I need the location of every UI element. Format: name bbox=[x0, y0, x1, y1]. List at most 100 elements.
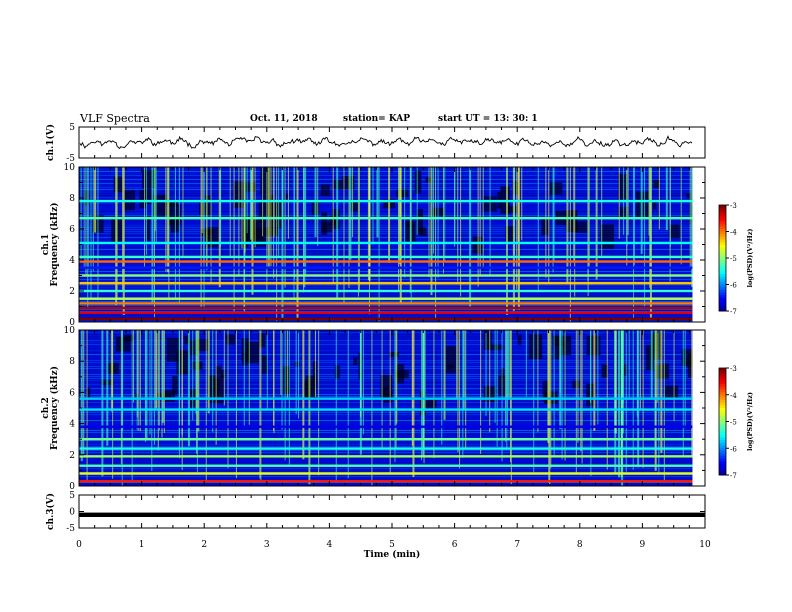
spectrogram-streak bbox=[460, 167, 462, 297]
spectrogram-streak bbox=[122, 167, 124, 290]
spectrogram-dark-patch bbox=[445, 345, 457, 374]
colorbar-tick-label: -5 bbox=[730, 255, 737, 263]
colorbar-swatch bbox=[719, 215, 726, 219]
spectrogram-dark-patch bbox=[196, 339, 209, 352]
spectrogram-row bbox=[79, 424, 693, 425]
spectrogram-streak bbox=[278, 167, 280, 256]
spectrogram-row bbox=[79, 446, 693, 447]
colorbar-swatch bbox=[719, 448, 726, 452]
spectrogram-row bbox=[79, 372, 693, 373]
spectrogram-streak bbox=[131, 330, 133, 482]
spectrogram-streak bbox=[398, 167, 400, 292]
spectrogram-streak bbox=[212, 330, 214, 433]
spectrogram-streak bbox=[284, 167, 286, 288]
spectrogram-streak bbox=[144, 330, 146, 442]
spectrogram-streak bbox=[601, 167, 603, 256]
spectrogram-dark-patch bbox=[506, 206, 518, 214]
spectrogram-row bbox=[79, 476, 693, 477]
spectrogram-streak bbox=[561, 330, 563, 460]
spectrogram-streak bbox=[507, 330, 510, 398]
colorbar-swatch bbox=[719, 405, 726, 409]
spectrogram-dark-patch bbox=[396, 189, 409, 198]
spectrogram-band bbox=[79, 302, 693, 305]
spectrogram-streak bbox=[281, 330, 283, 430]
spectrogram-row bbox=[79, 414, 693, 415]
x-axis-label: Time (min) bbox=[364, 549, 421, 560]
spectrogram-streak bbox=[553, 330, 555, 456]
spectrogram-dark-patch bbox=[665, 385, 679, 398]
spectrogram-streak bbox=[654, 330, 657, 471]
colorbar-swatch bbox=[719, 400, 726, 404]
spectrogram-dark-patch bbox=[418, 227, 427, 236]
spectrogram-streak bbox=[260, 330, 262, 482]
spectrogram-streak bbox=[479, 167, 481, 275]
colorbar-swatch bbox=[719, 220, 726, 225]
spectrogram-row bbox=[79, 462, 693, 463]
spectrogram-band bbox=[79, 472, 693, 475]
spectrogram-streak bbox=[120, 330, 122, 465]
colorbar-swatch bbox=[719, 308, 726, 312]
spectrogram-row bbox=[79, 211, 693, 212]
colorbar-swatch bbox=[719, 378, 726, 382]
spectrogram-dark-patch bbox=[512, 181, 520, 195]
spectrogram-dark-patch bbox=[653, 179, 660, 188]
spectrogram-streak bbox=[166, 167, 169, 273]
spectrogram-row bbox=[79, 183, 693, 184]
spectrogram-streak bbox=[443, 330, 446, 420]
spectrogram-row bbox=[79, 255, 693, 256]
spectrogram-row bbox=[79, 181, 693, 182]
spectrogram-dark-patch bbox=[115, 336, 131, 352]
spectrogram-streak bbox=[580, 330, 582, 452]
colorbar-swatch bbox=[719, 424, 726, 428]
spectrogram-streak bbox=[505, 330, 507, 442]
spectrogram-no-data bbox=[692, 330, 705, 486]
colorbar-swatch bbox=[719, 244, 726, 248]
spectrogram-streak bbox=[489, 167, 491, 277]
spectrogram-dark-patch bbox=[389, 352, 399, 358]
spectrogram-row bbox=[79, 336, 693, 337]
spectrogram-streak bbox=[86, 330, 88, 482]
colorbar-swatch bbox=[719, 207, 726, 211]
spectrogram-row bbox=[79, 287, 693, 288]
spectrogram-streak bbox=[158, 330, 160, 431]
spectrogram-row bbox=[79, 436, 693, 437]
y-tick-label: 10 bbox=[64, 326, 76, 336]
spectrogram-dark-patch bbox=[172, 376, 178, 395]
spectrogram-streak bbox=[684, 330, 686, 429]
spectrogram-streak bbox=[575, 330, 577, 475]
spectrogram-dark-patch bbox=[282, 366, 291, 395]
spectrogram-streak bbox=[454, 167, 456, 247]
y-axis-label: ch.3(V) bbox=[45, 493, 56, 530]
spectrogram-row bbox=[79, 179, 693, 180]
spectrogram-row bbox=[79, 193, 693, 194]
spectrogram-dark-patch bbox=[241, 338, 250, 361]
waveform-ch1-waveform bbox=[78, 126, 706, 159]
spectrogram-row bbox=[79, 444, 693, 445]
spectrogram-streak bbox=[553, 167, 555, 261]
spectrogram-streak bbox=[422, 330, 425, 449]
spectrogram-streak bbox=[394, 330, 396, 463]
spectrogram-band bbox=[79, 455, 693, 458]
spectrogram-dark-patch bbox=[681, 349, 693, 367]
spectrogram-streak bbox=[151, 167, 154, 303]
spectrogram-dark-patch bbox=[623, 364, 627, 376]
spectrogram-dark-patch bbox=[472, 236, 483, 254]
colorbar-swatch bbox=[719, 370, 726, 374]
spectrogram-streak bbox=[106, 330, 109, 446]
spectrogram-streak bbox=[537, 167, 539, 291]
colorbar-swatch bbox=[719, 418, 726, 422]
spectrogram-streak bbox=[286, 330, 288, 400]
y-tick-label: -5 bbox=[66, 154, 75, 164]
spectrogram-band bbox=[79, 408, 693, 411]
spectrogram-streak bbox=[303, 167, 306, 288]
colorbar-swatch bbox=[719, 258, 726, 262]
spectrogram-streak bbox=[424, 330, 426, 410]
spectrogram-band bbox=[79, 282, 693, 285]
spectrogram-streak bbox=[462, 330, 465, 410]
spectrogram-row bbox=[79, 317, 693, 318]
spectrogram-streak bbox=[537, 330, 539, 433]
spectrogram-band bbox=[79, 266, 693, 269]
spectrogram-streak bbox=[223, 330, 225, 406]
spectrogram-dark-patch bbox=[168, 204, 181, 226]
spectrogram-streak bbox=[552, 167, 554, 273]
